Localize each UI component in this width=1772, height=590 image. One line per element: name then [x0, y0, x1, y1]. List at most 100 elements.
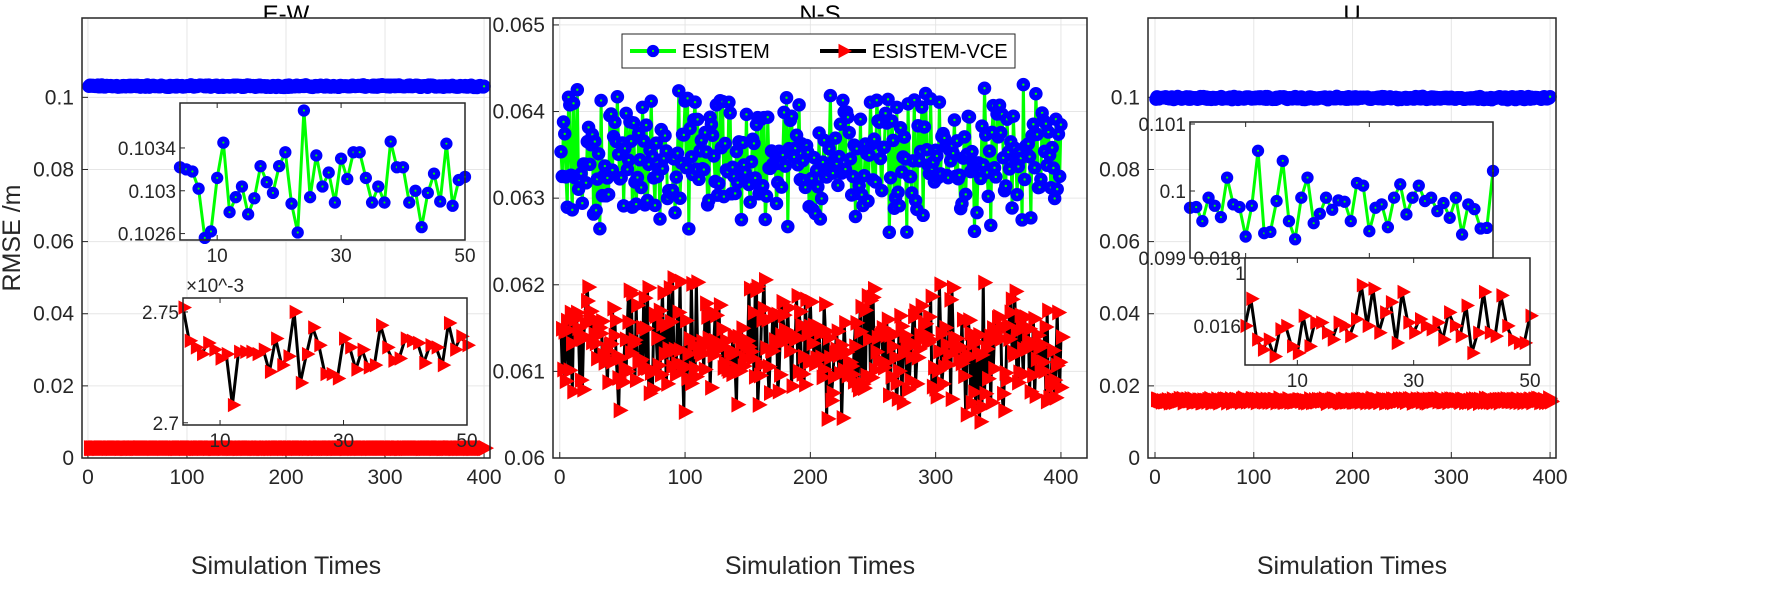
esistem-vce-point — [915, 297, 931, 314]
esistem-vce-point — [631, 297, 647, 314]
esistem-vce-point — [865, 369, 881, 386]
esistem-vce-point — [675, 273, 691, 290]
esistem-point-center — [1256, 149, 1260, 152]
y-tick-label: 0.02 — [1099, 375, 1140, 398]
inset-y-tick-label: 0.018 — [1193, 249, 1241, 270]
esistem-vce-point — [638, 290, 654, 307]
esistem-vce-point — [691, 274, 707, 291]
esistem-point-center — [1055, 187, 1059, 191]
esistem-vce-point — [973, 326, 989, 343]
esistem-point-center — [346, 177, 349, 181]
esistem-vce-point — [209, 342, 223, 357]
esistem-point-center — [609, 112, 613, 116]
y-tick-label: 0.1 — [1111, 86, 1140, 109]
esistem-point-center — [1207, 196, 1210, 199]
esistem-point-center — [999, 131, 1002, 134]
esistem-vce-point — [1269, 349, 1284, 364]
esistem-vce-point — [997, 385, 1013, 402]
esistem-vce-point — [582, 279, 598, 296]
esistem-vce-point — [562, 322, 578, 339]
esistem-point-center — [1052, 166, 1055, 170]
esistem-vce-point — [1028, 310, 1044, 327]
esistem-vce-point — [806, 335, 822, 352]
esistem-vce-point — [910, 375, 926, 392]
esistem-vce-point — [376, 318, 390, 333]
inset-y-tick-label: 2.75 — [142, 303, 179, 324]
esistem-point-center — [794, 146, 797, 150]
esistem-vce-point — [685, 375, 701, 392]
esistem-point-center — [641, 106, 644, 109]
esistem-point-center — [617, 153, 620, 156]
esistem-point-center — [858, 184, 861, 187]
esistem-point-center — [1017, 165, 1020, 168]
esistem-vce-point — [1002, 317, 1018, 334]
esistem-vce-point — [700, 295, 716, 312]
esistem-vce-point — [1391, 335, 1406, 351]
esistem-vce-point — [563, 362, 579, 379]
esistem-point-center — [903, 135, 906, 139]
esistem-vce-point — [178, 300, 192, 315]
x-tick-label: 400 — [467, 466, 502, 489]
esistem-point-center — [401, 166, 405, 169]
esistem-vce-point — [301, 346, 316, 362]
esistem-point-center — [792, 155, 796, 159]
esistem-point-center — [875, 99, 878, 102]
esistem-vce-point — [289, 304, 304, 320]
esistem-point-center — [946, 176, 950, 179]
esistem-point-center — [1034, 92, 1038, 95]
esistem-vce-point — [862, 331, 878, 348]
esistem-vce-point — [571, 304, 587, 321]
esistem-vce-point — [314, 338, 328, 353]
esistem-point-center — [1417, 184, 1420, 187]
esistem-point-center — [1213, 204, 1216, 207]
esistem-vce-point — [437, 357, 452, 373]
esistem-point-center — [717, 182, 721, 185]
inset-esistem: 10 30 50 0.1026 0.103 0.1034 — [118, 102, 476, 267]
esistem-point-center — [675, 175, 678, 179]
esistem-point-center — [1423, 199, 1427, 203]
esistem-vce-point — [945, 391, 961, 408]
esistem-vce-point — [596, 313, 612, 330]
esistem-vce-point — [1287, 339, 1301, 354]
y-tick-label: 0.06 — [1099, 231, 1140, 254]
esistem-point-center — [432, 172, 436, 175]
esistem-point-center — [686, 97, 689, 100]
esistem-vce-point — [602, 374, 618, 391]
esistem-vce-point — [628, 332, 644, 349]
esistem-vce-point — [720, 332, 736, 349]
esistem-vce-point — [419, 355, 433, 371]
esistem-point-center — [1010, 206, 1014, 210]
esistem-point-center — [702, 168, 706, 171]
esistem-vce-point — [1316, 315, 1330, 330]
esistem-point-center — [859, 118, 862, 121]
esistem-point-center — [925, 148, 929, 151]
esistem-point-center — [1035, 133, 1039, 136]
esistem-vce-point — [1380, 305, 1394, 320]
inset-x-tick-label: 10 — [1287, 371, 1308, 392]
esistem-point-center — [658, 217, 662, 221]
esistem-vce-point — [1449, 318, 1464, 334]
esistem-vce-point — [677, 357, 693, 374]
esistem-point-center — [900, 170, 904, 174]
esistem-point-center — [1022, 83, 1025, 86]
esistem-vce-point — [197, 346, 211, 362]
axes-box — [81, 17, 491, 459]
esistem-point-center — [632, 121, 635, 125]
y-tick-label: 0 — [62, 447, 74, 470]
esistem-point-center — [364, 176, 367, 180]
esistem-vce-point — [923, 308, 939, 325]
esistem-vce-point — [227, 397, 242, 413]
esistem-point-center — [851, 175, 855, 178]
esistem-point-center — [321, 185, 324, 188]
inset-y-tick-label: 0.101 — [1138, 115, 1186, 136]
esistem-point-center — [1269, 230, 1272, 233]
esistem-point-center — [645, 123, 648, 127]
esistem-point-center — [723, 142, 727, 145]
esistem-point-center — [1318, 212, 1321, 215]
esistem-point-center — [960, 202, 964, 205]
esistem-point-center — [284, 151, 287, 154]
esistem-point-center — [1374, 206, 1377, 209]
esistem-vce-point — [1368, 281, 1382, 296]
esistem-vce-point — [578, 328, 594, 345]
